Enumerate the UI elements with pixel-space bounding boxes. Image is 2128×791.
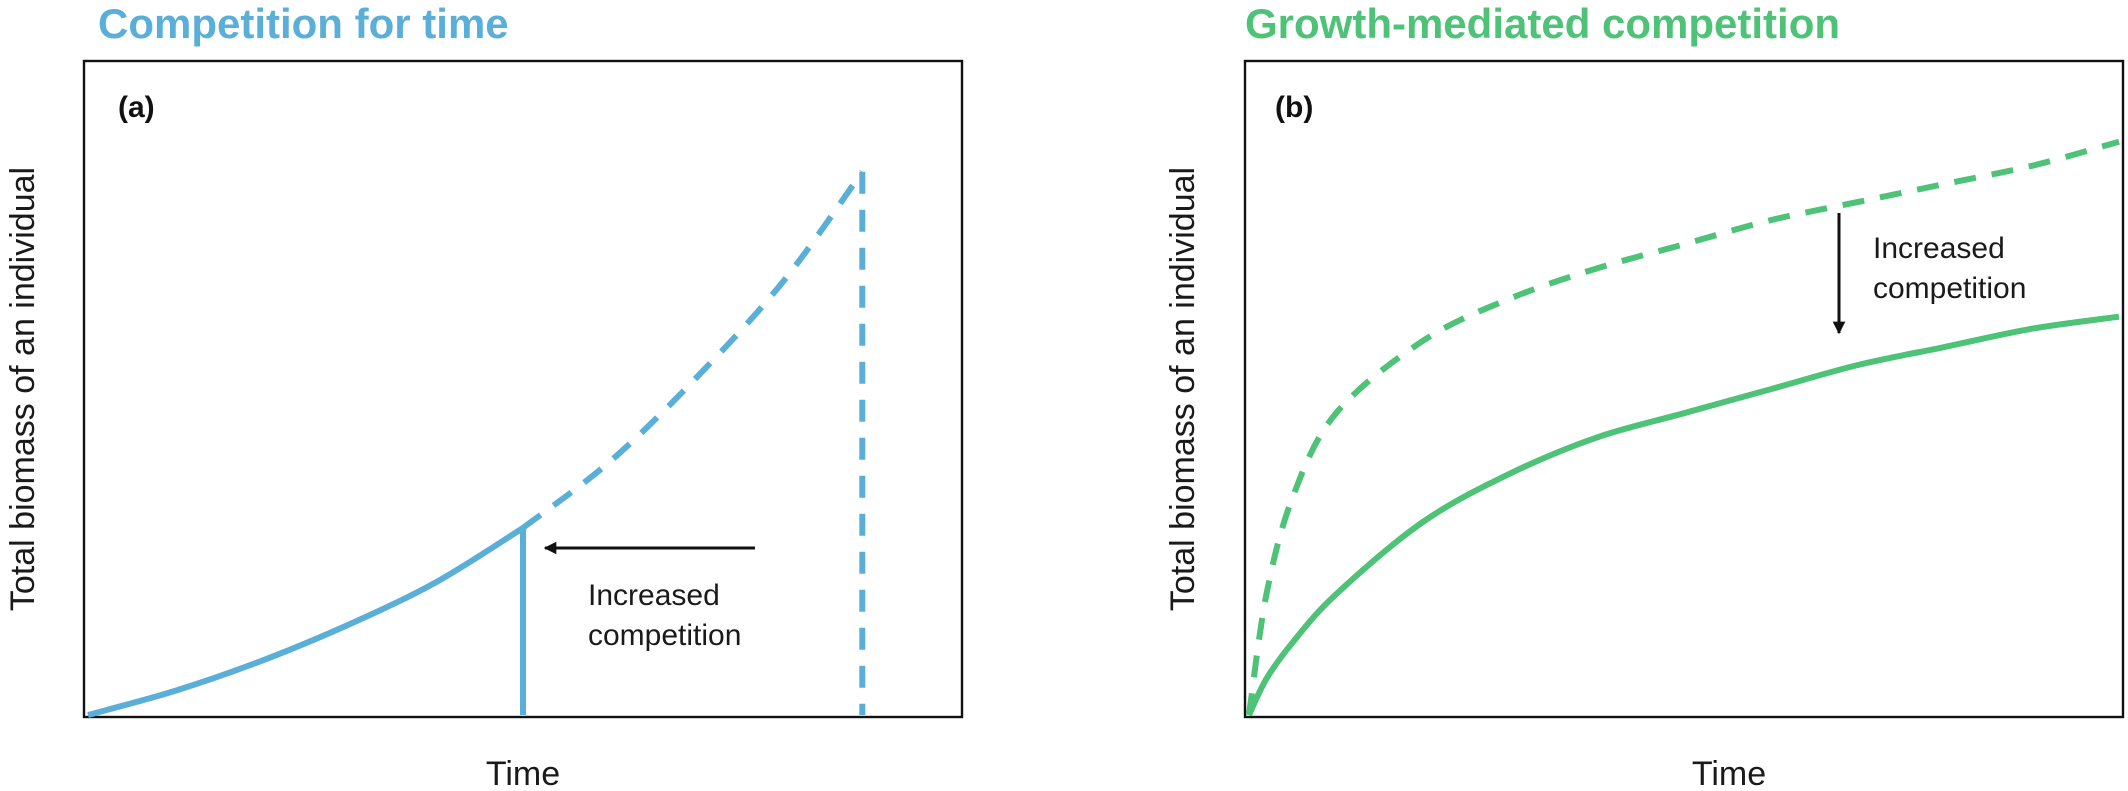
panel-b-marks	[1246, 138, 2120, 717]
panel-b-annotation-line-1: Increased	[1873, 232, 2005, 265]
panel-a-annotation-line-2: competition	[588, 619, 741, 652]
panel-a: Competition for time (a) Time Total biom…	[4, 0, 964, 791]
panel-b-label: (b)	[1275, 91, 1313, 124]
panel-b: Growth-mediated competition (b) Time Tot…	[1164, 0, 2125, 791]
panel-b-series-solid-line	[1246, 313, 2120, 717]
panel-b-title: Growth-mediated competition	[1245, 0, 1840, 47]
panel-b-annotation-line-2: competition	[1873, 272, 2026, 305]
panel-b-plot-frame	[1243, 59, 2125, 719]
panel-a-plot-frame	[82, 59, 964, 719]
panel-a-annotation-line-1: Increased	[588, 579, 720, 612]
panel-a-y-axis-label: Total biomass of an individual	[4, 167, 42, 611]
panel-a-x-axis-label: Time	[486, 755, 560, 791]
panel-a-label: (a)	[118, 91, 155, 124]
panel-a-marks	[87, 170, 866, 718]
panel-a-title: Competition for time	[98, 0, 509, 47]
panel-b-x-axis-label: Time	[1692, 755, 1766, 791]
panel-a-series-dashed-line	[521, 170, 865, 531]
panel-b-y-axis-label: Total biomass of an individual	[1164, 167, 1202, 611]
panel-a-series-solid-line	[87, 525, 525, 718]
panel-b-series-dashed-line	[1246, 138, 2120, 716]
